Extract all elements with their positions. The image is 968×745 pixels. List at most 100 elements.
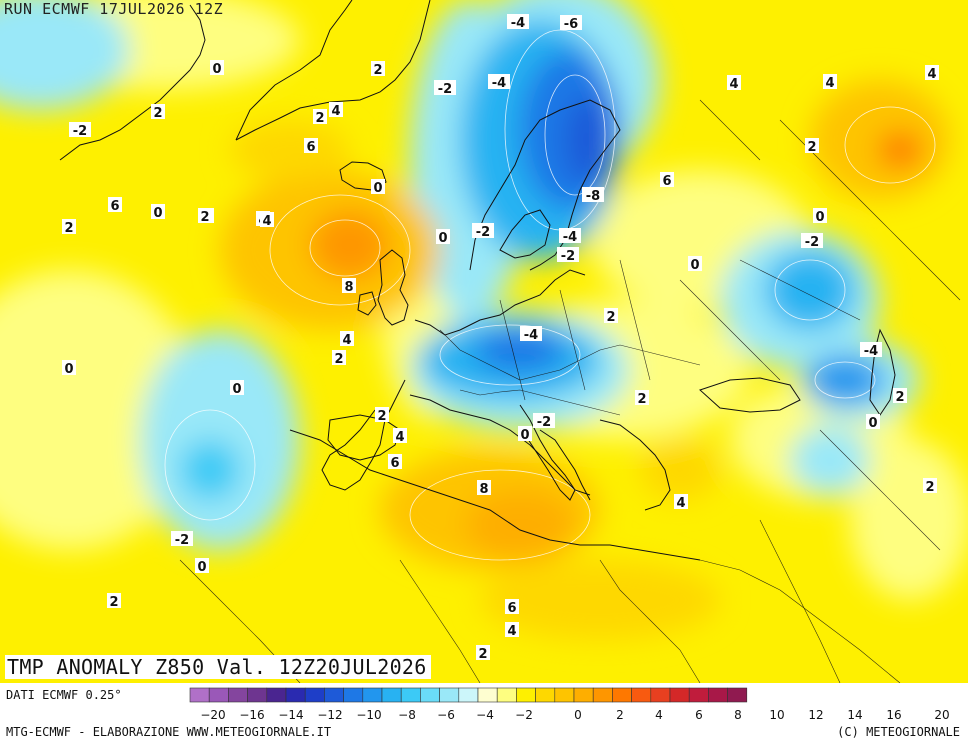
legend-swatch (573, 687, 594, 703)
legend-swatch (208, 687, 229, 703)
contour-label-bg (342, 278, 356, 293)
contour-label-bg (477, 480, 491, 495)
contour-label: -2 (805, 235, 819, 250)
legend-swatch (650, 687, 671, 703)
legend-tick-label: −2 (515, 708, 533, 722)
contour-label: 2 (200, 210, 209, 225)
contour-label: 6 (110, 199, 119, 214)
contour-label-bg (660, 172, 674, 187)
contour-label-bg (604, 308, 618, 323)
contour-label-bg (313, 109, 327, 124)
contour-label: 4 (927, 67, 936, 82)
contour-label: 6 (662, 174, 671, 189)
contour-label-bg (195, 558, 209, 573)
contour-label: 0 (197, 560, 206, 575)
legend-tick-label: 0 (574, 708, 582, 722)
contour-label: 2 (637, 392, 646, 407)
contour-labels: -4-602-2-4242624-2062446-84242200-2-4-20… (62, 14, 939, 662)
legend-swatch (189, 687, 210, 703)
contour-label-bg (801, 233, 823, 248)
contour-label-bg (375, 407, 389, 422)
legend-tick-label: 6 (695, 708, 703, 722)
legend-tick-label: 8 (734, 708, 742, 722)
contour-label: -2 (476, 225, 490, 240)
contour-label-bg (505, 622, 519, 637)
legend-swatch (669, 687, 690, 703)
legend-swatch (228, 687, 248, 703)
contour-label-bg (304, 138, 318, 153)
contour-label: -4 (524, 328, 538, 343)
legend-tick-label: −4 (476, 708, 494, 722)
contour-label: 2 (606, 310, 615, 325)
legend-tick-label: 12 (808, 708, 823, 722)
color-legend: −20 −16 −14 −12 −10 −8 −6 −4 −2 0 2 4 6 8 10 12 14 16 20 (189, 687, 950, 722)
legend-swatch (631, 687, 652, 703)
contour-label: 4 (262, 214, 271, 229)
contour-label: 0 (520, 428, 529, 443)
contour-label: 4 (507, 624, 516, 639)
contour-label-bg (923, 478, 937, 493)
contour-label-bg (674, 494, 688, 509)
contour-label-bg (69, 122, 91, 137)
contour-label: -4 (864, 344, 878, 359)
contour-label-bg (688, 256, 702, 271)
contour-label-bg (505, 599, 519, 614)
contour-label-bg (813, 208, 827, 223)
contour-label: -2 (73, 124, 87, 139)
contour-label-bg (635, 390, 649, 405)
contour-label: 8 (344, 280, 353, 295)
legend-swatch (247, 687, 268, 703)
legend-tick-labels: −20 −16 −14 −12 −10 −8 −6 −4 −2 0 2 4 6 8 10 12 14 16 20 (200, 708, 949, 722)
contour-label: 0 (64, 362, 73, 377)
anomaly-map: -4-602-2-4242624-2062446-84242200-2-4-20… (0, 0, 968, 683)
legend-swatch (266, 687, 287, 703)
contour-label-bg (805, 138, 819, 153)
contour-label: 0 (438, 231, 447, 246)
contour-label: -4 (492, 76, 506, 91)
contour-label-bg (434, 80, 456, 95)
contour-label: 2 (478, 647, 487, 662)
legend-swatch (381, 687, 402, 703)
map-canvas: -4-602-2-4242624-2062446-84242200-2-4-20… (0, 0, 968, 683)
legend-tick-label: 14 (847, 708, 862, 722)
legend-tick-label: 20 (934, 708, 949, 722)
contour-label: -4 (511, 16, 525, 31)
contour-label-bg (866, 414, 880, 429)
contour-label: 2 (807, 140, 816, 155)
contour-label-bg (210, 60, 224, 75)
contour-label: 4 (729, 77, 738, 92)
contour-label: 0 (212, 62, 221, 77)
contour-label: 4 (342, 333, 351, 348)
contour-label: -6 (564, 17, 578, 32)
legend-swatch (400, 687, 421, 703)
contour-label: 2 (334, 352, 343, 367)
contour-label: -4 (563, 230, 577, 245)
map-title: TMP ANOMALY Z850 Val. 12Z20JUL2026 (5, 655, 431, 679)
contour-label-bg (151, 204, 165, 219)
contour-label: 2 (64, 221, 73, 236)
legend-tick-label: −10 (356, 708, 381, 722)
contour-label: -2 (561, 249, 575, 264)
legend-tick-label: −20 (200, 708, 225, 722)
contour-label-bg (230, 380, 244, 395)
contour-label-bg (260, 212, 274, 227)
anomaly-fields (0, 0, 968, 640)
data-source-label: DATI ECMWF 0.25° (6, 688, 122, 702)
contour-label: -8 (586, 189, 600, 204)
contour-label: 2 (377, 409, 386, 424)
legend-swatch (688, 687, 709, 703)
contour-label-bg (62, 360, 76, 375)
run-label: RUN ECMWF 17JUL2026 12Z (4, 0, 224, 18)
contour-label: 4 (395, 430, 404, 445)
legend-swatches (189, 687, 748, 703)
contour-label: -2 (438, 82, 452, 97)
contour-label: 2 (373, 63, 382, 78)
legend-tick-label: −12 (317, 708, 342, 722)
legend-swatch (535, 687, 556, 703)
contour-label-bg (472, 223, 494, 238)
contour-label: -2 (175, 533, 189, 548)
contour-label: 2 (895, 390, 904, 405)
contour-label: 2 (153, 106, 162, 121)
legend-swatch (324, 687, 344, 703)
legend-swatch (285, 687, 306, 703)
